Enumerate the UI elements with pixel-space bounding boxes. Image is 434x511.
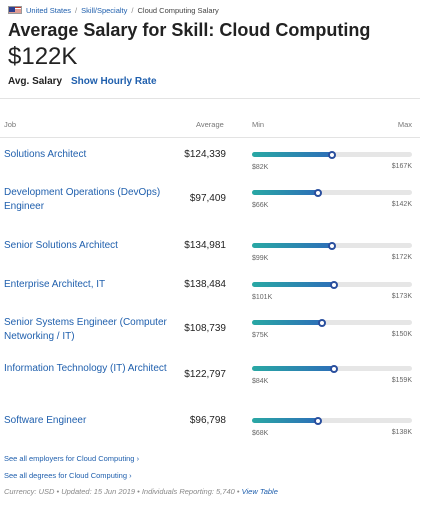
- see-all-employers-link[interactable]: See all employers for Cloud Computing ›: [4, 454, 140, 463]
- salary-range-fill: [252, 366, 334, 371]
- salary-range-fill: [252, 152, 332, 157]
- column-header-max: Max: [397, 120, 412, 129]
- salary-range-fill: [252, 190, 318, 195]
- column-header-job: Job: [4, 120, 17, 129]
- average-salary-label: Avg. Salary: [8, 76, 63, 87]
- salary-range-bar: [252, 318, 412, 327]
- job-average-salary: $97,409: [189, 193, 226, 204]
- average-marker: [328, 241, 336, 250]
- header-divider: [0, 137, 420, 138]
- job-title-link[interactable]: Senior Solutions Architect: [4, 240, 118, 251]
- breadcrumb: United States / Skill/Specialty / Cloud …: [8, 4, 219, 16]
- range-max-label: $150K: [391, 331, 412, 338]
- job-title-link[interactable]: Senior Systems Engineer (Computer Networ…: [4, 317, 167, 342]
- breadcrumb-separator: /: [131, 5, 134, 15]
- range-max-label: $142K: [391, 201, 412, 208]
- show-hourly-rate-link[interactable]: Show Hourly Rate: [71, 76, 157, 87]
- column-header-min: Min: [252, 120, 265, 129]
- salary-range-fill: [252, 243, 332, 248]
- breadcrumb-country[interactable]: United States: [26, 5, 72, 15]
- salary-range-bar: [252, 241, 412, 250]
- salary-range-fill: [252, 282, 334, 287]
- average-marker: [318, 318, 327, 327]
- average-marker: [328, 150, 336, 159]
- average-marker: [313, 188, 322, 197]
- range-max-label: $167K: [391, 163, 412, 170]
- range-min-label: $68K: [252, 430, 269, 437]
- range-max-label: $138K: [391, 429, 412, 436]
- job-average-salary: $96,798: [189, 415, 226, 426]
- job-title-link[interactable]: Information Technology (IT) Architect: [4, 363, 167, 374]
- job-title-link[interactable]: Development Operations (DevOps) Engineer: [4, 187, 161, 212]
- salary-range-bar: [252, 150, 412, 159]
- job-average-salary: $108,739: [184, 323, 226, 334]
- salary-range-bar: [252, 188, 412, 197]
- job-average-salary: $134,981: [184, 240, 226, 251]
- section-divider: [0, 98, 420, 99]
- view-table-link[interactable]: View Table: [241, 487, 278, 496]
- range-min-label: $66K: [252, 202, 269, 209]
- report-meta-text: Currency: USD • Updated: 15 Jun 2019 • I…: [4, 487, 240, 496]
- salary-range-bar: [252, 280, 412, 289]
- range-min-label: $75K: [252, 332, 269, 339]
- breadcrumb-current: Cloud Computing Salary: [137, 5, 219, 15]
- range-min-label: $101K: [252, 294, 273, 301]
- breadcrumb-separator: /: [75, 5, 78, 15]
- report-meta: Currency: USD • Updated: 15 Jun 2019 • I…: [4, 487, 278, 496]
- job-title-link[interactable]: Solutions Architect: [4, 149, 87, 160]
- range-min-label: $84K: [252, 378, 269, 385]
- job-title-link[interactable]: Software Engineer: [4, 415, 87, 426]
- average-marker: [313, 416, 322, 425]
- average-marker: [329, 280, 338, 289]
- job-average-salary: $122,797: [184, 369, 226, 380]
- average-salary-value: $122K: [8, 43, 78, 70]
- job-average-salary: $138,484: [184, 279, 226, 290]
- us-flag-icon: [8, 6, 22, 14]
- see-all-degrees-link[interactable]: See all degrees for Cloud Computing ›: [4, 471, 132, 480]
- average-marker: [329, 364, 338, 373]
- job-average-salary: $124,339: [184, 149, 226, 160]
- salary-range-fill: [252, 320, 323, 325]
- range-max-label: $159K: [391, 377, 412, 384]
- range-min-label: $82K: [252, 164, 269, 171]
- breadcrumb-category[interactable]: Skill/Specialty: [81, 5, 128, 15]
- range-max-label: $173K: [391, 293, 412, 300]
- salary-range-bar: [252, 364, 412, 373]
- salary-range-fill: [252, 418, 318, 423]
- job-title-link[interactable]: Enterprise Architect, IT: [4, 279, 106, 290]
- page-title: Average Salary for Skill: Cloud Computin…: [8, 20, 371, 40]
- range-max-label: $172K: [391, 254, 412, 261]
- column-header-average: Average: [196, 120, 224, 129]
- salary-range-bar: [252, 416, 412, 425]
- range-min-label: $99K: [252, 255, 269, 262]
